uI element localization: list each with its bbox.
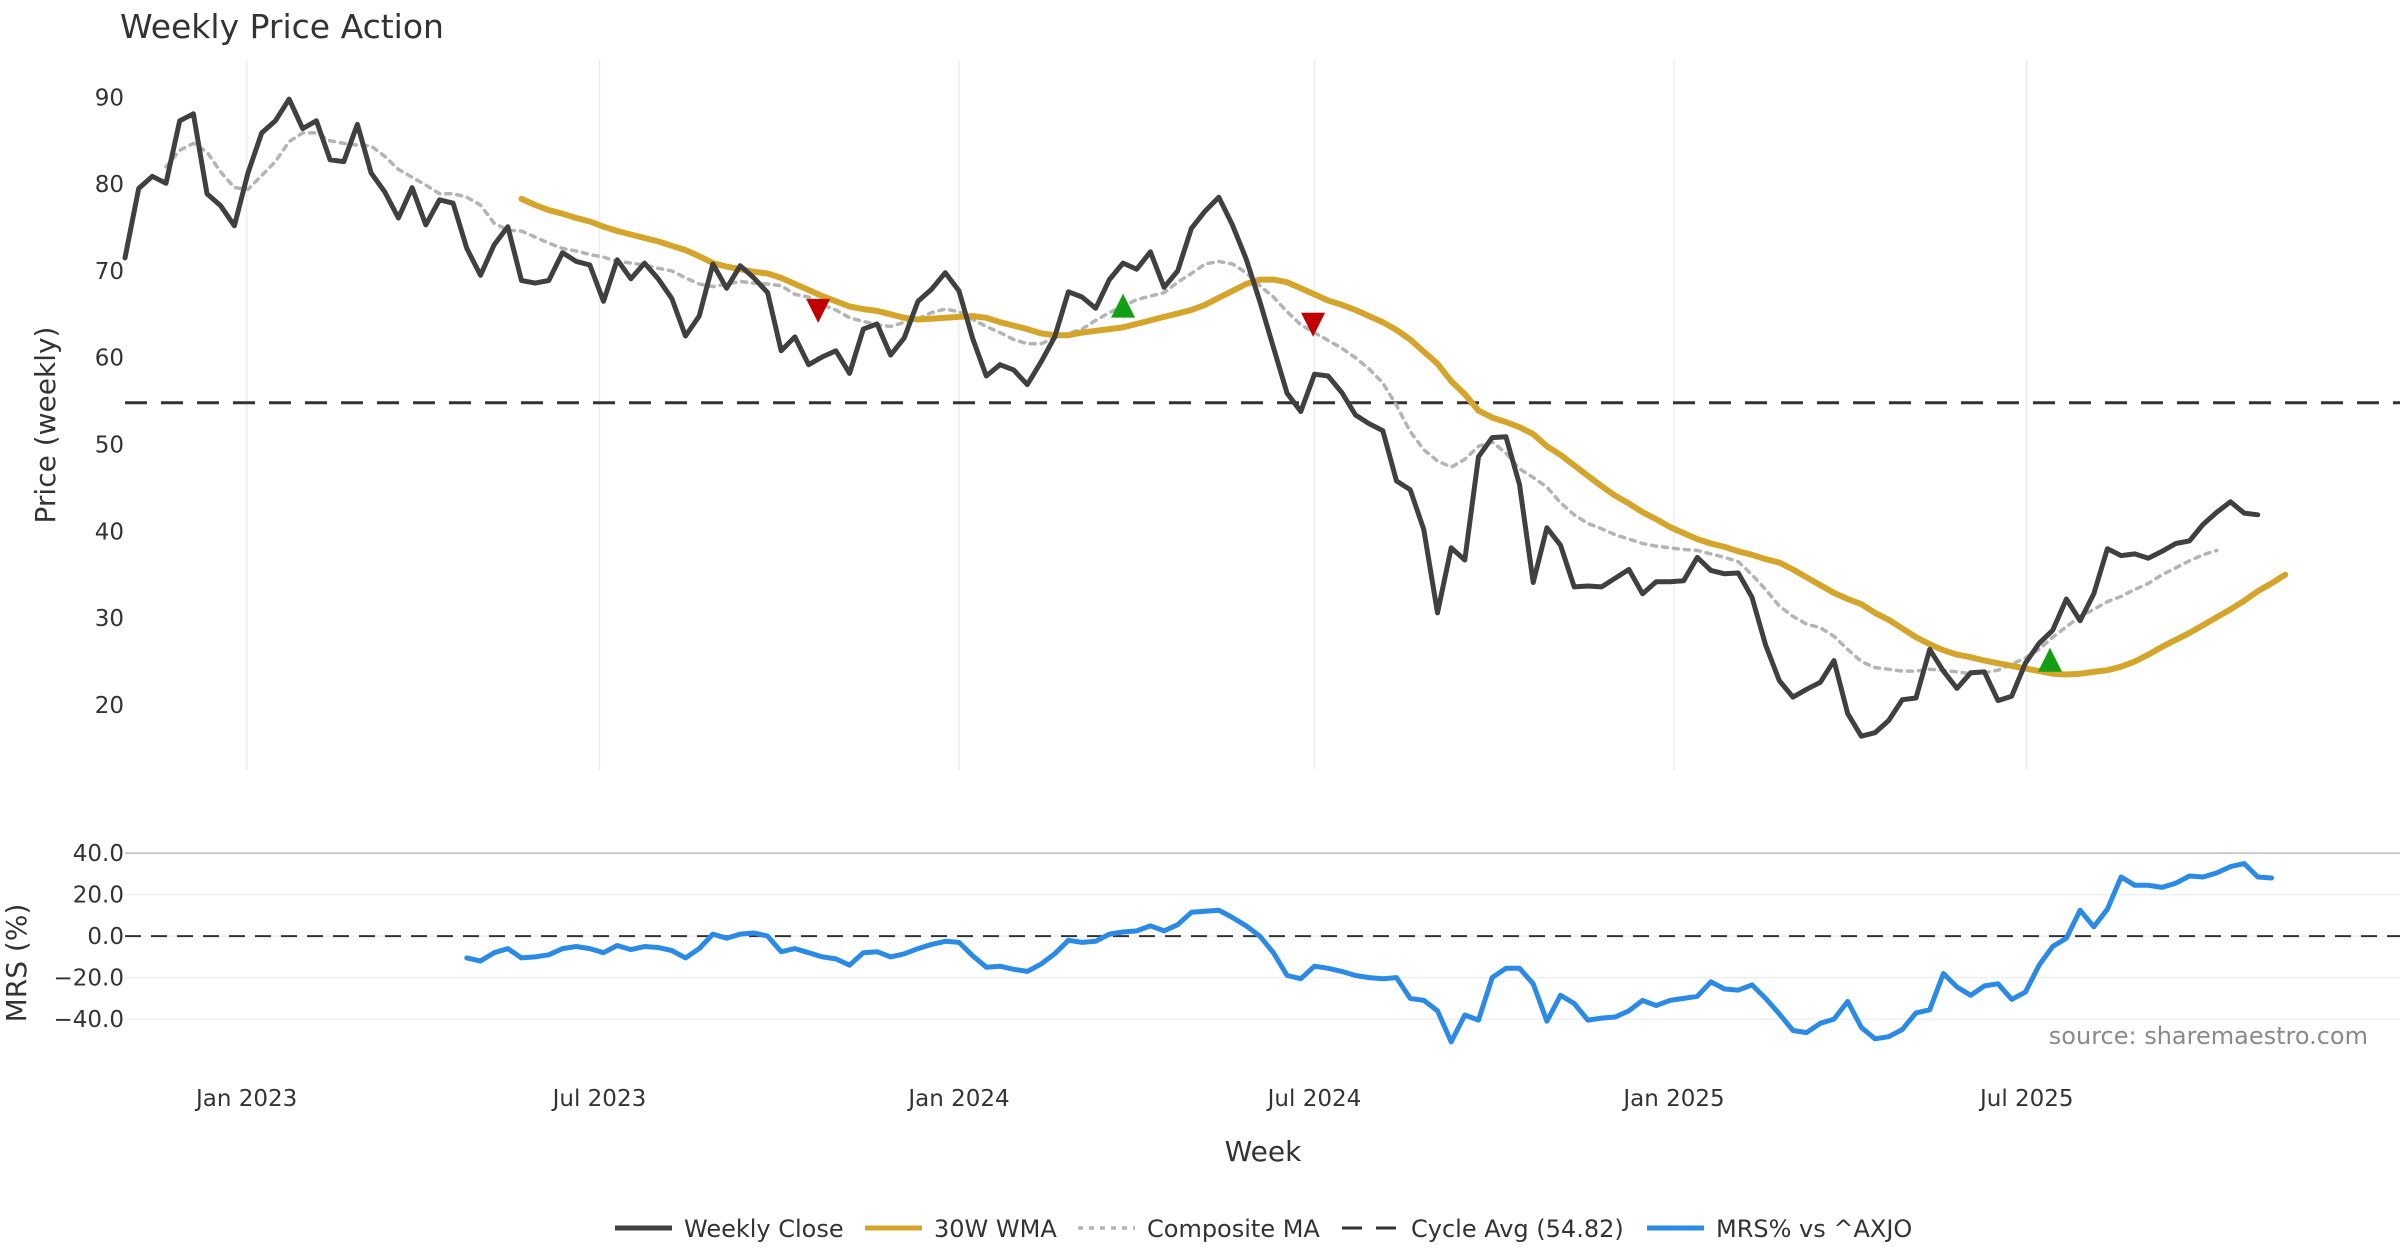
price-panel-grid (245, 60, 2028, 770)
mrs-series-group (125, 861, 2400, 1045)
mrs-y-tick-label: 0.0 (87, 924, 124, 950)
chart-title: Weekly Price Action (120, 7, 444, 46)
mrs-y-tick-label: −40.0 (54, 1007, 124, 1033)
price-y-ticks: 20 30 40 50 60 70 80 90 (95, 85, 124, 719)
sell-signal-marker (1301, 312, 1326, 337)
legend: Weekly Close 30W WMA Composite MA Cycle Avg… (615, 1215, 1912, 1243)
x-axis-label: Week (1225, 1135, 1302, 1168)
source-note: source: sharemaestro.com (2049, 1022, 2368, 1050)
x-axis-ticks: Jan 2023 Jul 2023 Jan 2024 Jul 2024 Jan 2025… (194, 1086, 2074, 1112)
legend-label: MRS% vs ^AXJO (1716, 1215, 1912, 1243)
mrs-y-ticks: 40.0 20.0 0.0 −20.0 −40.0 (54, 841, 124, 1033)
price-y-tick-label: 40 (95, 519, 124, 545)
x-tick-label: Jan 2024 (906, 1086, 1009, 1112)
price-y-tick-label: 50 (95, 433, 124, 459)
price-y-tick-label: 90 (95, 85, 124, 111)
x-tick-label: Jan 2023 (194, 1086, 297, 1112)
x-tick-label: Jul 2024 (1266, 1086, 1362, 1112)
mrs-y-tick-label: −20.0 (54, 966, 124, 992)
x-tick-label: Jan 2025 (1621, 1086, 1724, 1112)
buy-signal-marker (2038, 647, 2062, 672)
series-mrs-vs-axjo (464, 861, 2274, 1045)
sell-signal-marker (806, 298, 831, 323)
price-y-tick-label: 60 (95, 346, 124, 372)
price-y-tick-label: 70 (95, 259, 124, 285)
signal-markers (806, 293, 2062, 672)
price-y-axis-label: Price (weekly) (29, 327, 62, 524)
price-y-tick-label: 30 (95, 606, 124, 632)
buy-signal-marker (1111, 293, 1136, 318)
x-tick-label: Jul 2025 (1978, 1086, 2074, 1112)
legend-label: Composite MA (1147, 1215, 1320, 1243)
price-y-tick-label: 20 (95, 693, 124, 719)
series-weekly-close (122, 96, 2261, 739)
x-tick-label: Jul 2023 (551, 1086, 647, 1112)
legend-label: 30W WMA (934, 1215, 1057, 1243)
mrs-y-axis-label: MRS (%) (0, 904, 33, 1023)
legend-label: Cycle Avg (54.82) (1411, 1215, 1624, 1243)
series-30w-wma (518, 195, 2289, 678)
price-y-tick-label: 80 (95, 172, 124, 198)
legend-label: Weekly Close (684, 1215, 844, 1243)
price-series-group (122, 96, 2400, 739)
mrs-y-tick-label: 20.0 (73, 883, 124, 909)
mrs-y-tick-label: 40.0 (73, 841, 124, 867)
